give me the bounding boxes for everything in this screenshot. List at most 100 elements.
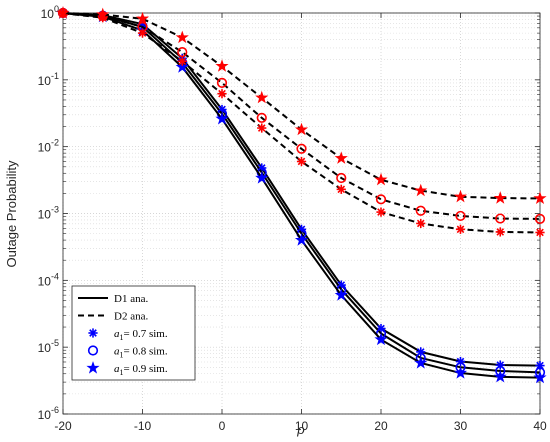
marker-asterisk: [336, 184, 346, 194]
marker-star: [255, 171, 269, 184]
marker-star: [374, 172, 388, 186]
marker-star-shape: [334, 151, 348, 164]
marker-star-shape: [215, 112, 229, 125]
y-tick-label: 10-5: [38, 338, 59, 355]
marker-circle-shape: [216, 77, 228, 88]
marker-circle: [336, 172, 347, 184]
marker-star: [533, 191, 547, 205]
legend-label: a1= 0.9 sim.: [114, 363, 168, 377]
x-tick-label: -20: [54, 419, 72, 433]
marker-star-shape: [334, 288, 348, 301]
y-tick-label: 10-3: [38, 205, 59, 222]
marker-asterisk: [495, 227, 505, 237]
marker-star-shape: [453, 366, 468, 379]
y-tick-label: 100: [41, 4, 59, 21]
marker-circle-shape: [137, 21, 148, 32]
marker-star: [175, 30, 189, 44]
marker-star: [414, 183, 428, 197]
x-tick-label: 20: [374, 419, 388, 433]
marker-asterisk: [296, 156, 307, 167]
marker-circle: [534, 213, 546, 225]
x-tick-label: -10: [134, 419, 152, 433]
marker-star: [493, 369, 507, 383]
marker-circle: [415, 205, 426, 216]
marker-star: [334, 151, 348, 164]
marker-circle-shape: [534, 213, 546, 225]
series-line-d2-circle: [62, 12, 541, 220]
marker-star: [96, 7, 110, 21]
y-tick-label: 10-4: [38, 271, 59, 288]
marker-circle-shape: [336, 172, 347, 184]
legend-label: D1 ana.: [114, 293, 148, 305]
marker-circle: [256, 112, 267, 123]
legend-label: D2 ana.: [114, 311, 148, 323]
marker-star-shape: [294, 233, 309, 246]
marker-asterisk-stroke: [496, 228, 505, 236]
marker-asterisk: [535, 227, 545, 238]
marker-asterisk: [217, 89, 227, 99]
marker-star: [533, 370, 547, 384]
marker-asterisk: [177, 56, 187, 66]
x-axis-label: ρ: [296, 422, 305, 437]
marker-star-shape: [493, 191, 507, 204]
marker-star: [255, 90, 269, 104]
marker-asterisk: [88, 328, 98, 338]
marker-star-shape: [294, 122, 309, 136]
legend: D1 ana. D2 ana. a1= 0.7 sim. a1= 0.8 sim. a1…: [71, 285, 196, 381]
legend-label: a1= 0.7 sim.: [114, 328, 168, 342]
marker-asterisk-stroke: [377, 208, 385, 216]
marker-circle: [375, 194, 387, 205]
marker-circle: [455, 210, 466, 222]
marker-star-shape: [493, 369, 507, 383]
marker-star: [175, 60, 189, 73]
marker-star: [453, 189, 468, 203]
marker-asterisk-stroke: [89, 329, 97, 337]
marker-circle-shape: [495, 213, 506, 224]
marker-circle-shape: [415, 205, 426, 216]
marker-star: [294, 233, 309, 246]
y-axis-label: Outage Probability: [4, 160, 19, 267]
marker-asterisk: [376, 207, 386, 217]
marker-asterisk-stroke: [456, 225, 465, 234]
marker-circle-shape: [177, 46, 188, 58]
marker-star: [294, 122, 309, 136]
marker-star-shape: [175, 60, 189, 73]
x-tick-label: 10: [295, 419, 309, 433]
x-tick-label: 40: [533, 419, 547, 433]
marker-asterisk: [455, 224, 466, 234]
marker-star: [374, 332, 388, 346]
marker-star-shape: [175, 30, 189, 44]
x-tick-label: 0: [219, 419, 226, 433]
marker-circle: [495, 213, 506, 224]
marker-star: [56, 6, 70, 19]
marker-star-shape: [215, 59, 229, 72]
marker-star-shape: [533, 370, 547, 384]
marker-circle: [87, 345, 99, 356]
marker-asterisk-stroke: [218, 89, 226, 98]
legend-label: a1= 0.8 sim.: [114, 346, 168, 360]
marker-circle-shape: [296, 143, 307, 154]
marker-asterisk-stroke: [297, 157, 306, 166]
marker-star: [453, 366, 468, 379]
marker-asterisk-stroke: [337, 185, 346, 194]
marker-star-shape: [374, 172, 388, 186]
marker-circle-shape: [87, 345, 99, 356]
marker-asterisk-stroke: [257, 124, 266, 132]
marker-asterisk-stroke: [416, 219, 425, 228]
marker-circle: [177, 46, 188, 58]
y-tick-label: 10-1: [38, 71, 59, 88]
y-tick-label: 10-6: [38, 405, 59, 422]
marker-star: [86, 361, 100, 374]
marker-star-shape: [414, 356, 428, 369]
x-tick-label: 30: [454, 419, 468, 433]
marker-star-shape: [533, 191, 547, 205]
marker-star-shape: [414, 183, 428, 197]
marker-star: [215, 59, 229, 72]
y-tick-label: 10-2: [38, 138, 59, 155]
marker-star-shape: [255, 171, 269, 184]
marker-circle-shape: [256, 112, 267, 123]
marker-asterisk-stroke: [536, 228, 544, 237]
marker-asterisk: [455, 356, 466, 367]
marker-star: [493, 191, 507, 204]
